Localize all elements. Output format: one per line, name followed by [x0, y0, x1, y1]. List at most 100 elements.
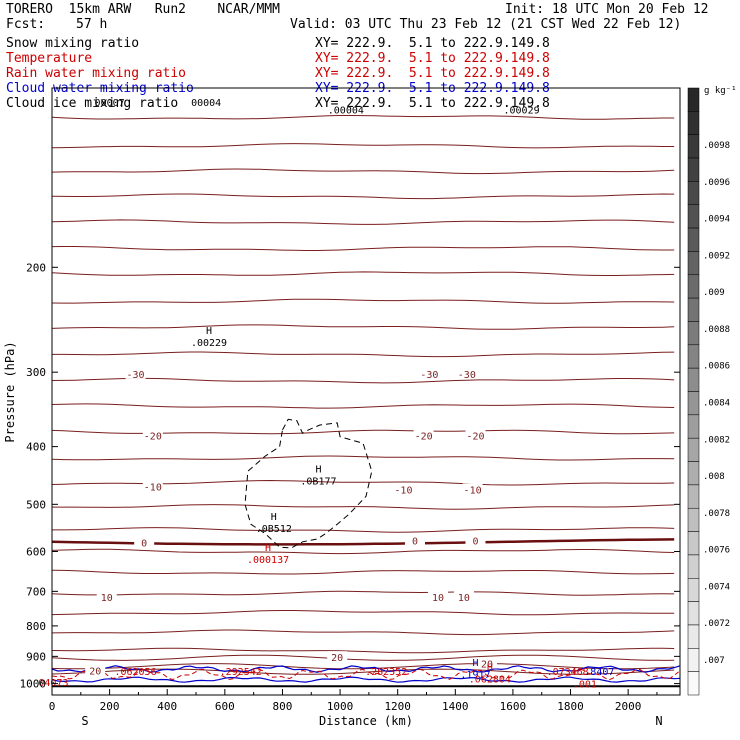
isotherm-line: [51, 219, 675, 225]
colorbar-box: [687, 554, 700, 579]
isotherm-label: -10: [144, 483, 162, 494]
y-axis-title: Pressure (hPa): [3, 341, 17, 442]
colorbar-box: [687, 461, 700, 486]
isotherm-line: [52, 351, 675, 358]
cloud-water-contour: [51, 676, 681, 683]
colorbar-box: [687, 134, 700, 159]
colorbar-label: .0076: [703, 546, 730, 556]
isotherm-line: [51, 610, 675, 616]
x-tick-label: 0: [49, 700, 56, 713]
isotherm-line: [51, 569, 675, 575]
colorbar-box: [687, 227, 700, 252]
y-tick-label: 800: [26, 620, 46, 633]
valid-time: Valid: 03 UTC Thu 23 Feb 12 (21 CST Wed …: [290, 17, 682, 32]
isotherm-label-bg: [465, 429, 486, 441]
colorbar-unit: g kg⁻¹: [704, 86, 737, 96]
isotherm-line: [52, 504, 675, 510]
field-name-temperature: Temperature: [6, 51, 93, 66]
extremum-mark: H: [315, 465, 321, 476]
colorbar-box: [687, 437, 700, 462]
extremum-mark: H: [472, 658, 478, 669]
isotherm-label: -20: [415, 431, 433, 442]
y-tick-label: 600: [26, 545, 46, 558]
isotherm-line: [51, 629, 675, 636]
x-tick-label: 1800: [557, 700, 584, 713]
isotherm-label-bg: [142, 480, 163, 492]
isotherm-label-bg: [327, 651, 348, 663]
colorbar-box: [687, 297, 700, 322]
isotherm-label: -30: [420, 370, 438, 381]
field-xy-cloud-ice: XY= 222.9. 5.1 to 222.9.149.8: [315, 96, 550, 111]
colorbar-box: [687, 671, 700, 696]
extremum-value: .292542: [220, 667, 262, 678]
colorbar-label: .009: [703, 288, 725, 298]
isotherm-line: [51, 168, 675, 175]
colorbar-label: .0088: [703, 325, 730, 335]
x-tick-label: 200: [100, 700, 120, 713]
colorbar-label: .008: [703, 472, 725, 482]
isotherm-label-bg: [462, 483, 483, 495]
field-xy-temperature: XY= 222.9. 5.1 to 222.9.149.8: [315, 51, 550, 66]
axes-layer: 0 200 400 600 800 1000 1200 1400 1600 1800 2000200…: [20, 87, 681, 713]
isotherm-label-bg: [96, 590, 117, 602]
plot-frame: [51, 87, 681, 696]
y-tick-label: 400: [26, 441, 46, 454]
isotherm-label-bg: [476, 657, 497, 669]
extremum-value: .8407: [584, 667, 614, 678]
extremum-mark: H: [206, 326, 212, 337]
isotherm-line: [51, 668, 675, 675]
extremum-value: .1917: [460, 670, 490, 681]
isotherm-label: 0: [141, 539, 147, 550]
isotherm-label: -30: [458, 370, 476, 381]
colorbar-label: .0098: [703, 141, 730, 151]
extremum-value: .00029: [503, 105, 539, 116]
isotherm-line: [51, 143, 675, 149]
isotherm-label-bg: [125, 367, 146, 379]
x-axis-title: Distance (km): [319, 714, 413, 728]
colorbar-box: [687, 321, 700, 346]
isotherm-line: [51, 654, 675, 661]
isotherm-line: [51, 455, 675, 461]
extremum-mark: H: [265, 543, 271, 554]
isotherm-label-bg: [456, 367, 477, 379]
isotherm-label: -10: [464, 485, 482, 496]
field-name-cloud-ice: Cloud ice mixing ratio: [6, 96, 179, 111]
extremum-value: .0B512: [256, 524, 292, 535]
extremum-value: .00229: [191, 338, 227, 349]
isotherm-line: [51, 403, 675, 409]
isotherm-label: -20: [466, 431, 484, 442]
isotherm-label: -10: [394, 485, 412, 496]
x-tick-label: 800: [273, 700, 293, 713]
extremum-value: .000137: [247, 555, 289, 566]
colorbar-label: .0082: [703, 435, 730, 445]
colorbar-label: .007: [703, 656, 725, 666]
x-tick-label: 1400: [442, 700, 469, 713]
colorbar-label: .0086: [703, 362, 730, 372]
isotherm-line: [51, 548, 675, 555]
colorbar-box: [687, 344, 700, 369]
x-tick-label: 600: [215, 700, 235, 713]
isotherm-label: 20: [481, 659, 493, 670]
south-end-label: S: [81, 714, 88, 728]
extremum-mark: H: [271, 512, 277, 523]
isotherm-line: [51, 193, 675, 200]
isotherm-label: 10: [458, 593, 470, 604]
colorbar-box: [687, 531, 700, 556]
isotherm-label-bg: [134, 536, 155, 548]
colorbar-label: .0078: [703, 509, 730, 519]
extremum-value: .073468: [547, 667, 589, 678]
x-tick-label: 400: [157, 700, 177, 713]
isotherm-line: [51, 647, 675, 654]
isotherm-label: 0: [412, 536, 418, 547]
extremum-value: .0B177: [300, 477, 336, 488]
isotherm-label-bg: [413, 429, 434, 441]
field-xy-snow: XY= 222.9. 5.1 to 222.9.149.8: [315, 36, 550, 51]
extremum-value: .062804: [469, 675, 511, 686]
colorbar-label: .0094: [703, 215, 730, 225]
colorbar-box: [687, 367, 700, 392]
isotherm-label: 20: [89, 666, 101, 677]
forecast-label: Fcst:: [6, 17, 46, 32]
isotherm-line: [51, 271, 675, 276]
y-tick-label: 200: [26, 261, 46, 274]
